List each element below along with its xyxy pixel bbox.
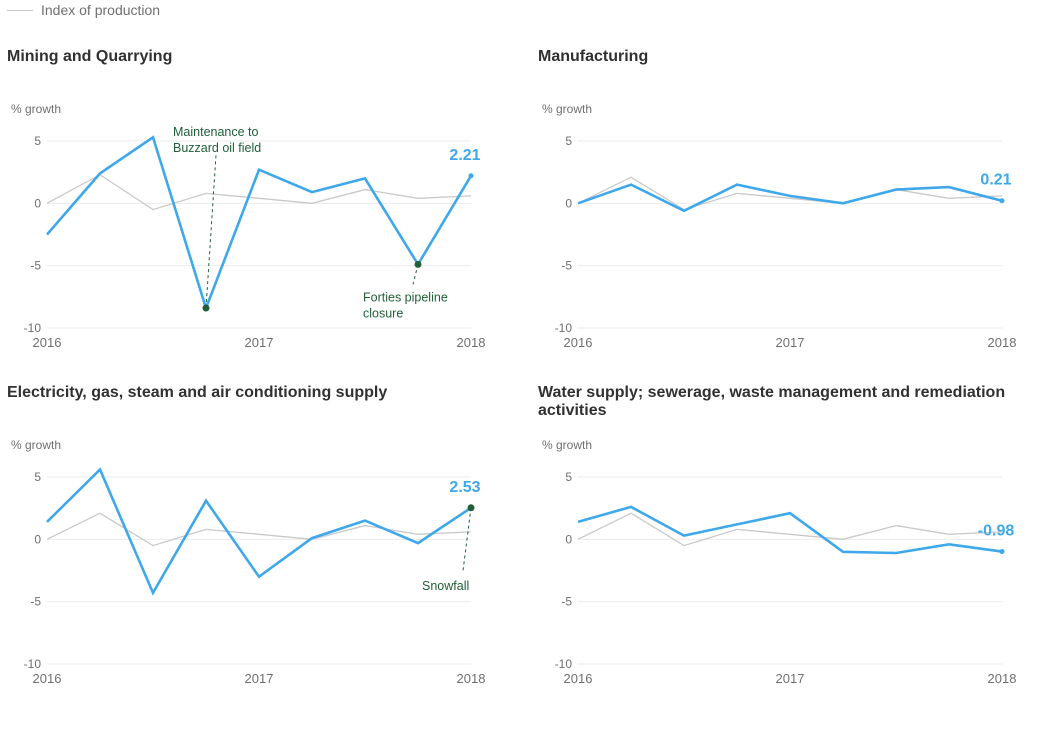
x-tick-label: 2018 bbox=[457, 335, 486, 350]
x-tick-label: 2016 bbox=[33, 671, 62, 686]
x-tick-label: 2017 bbox=[245, 335, 274, 350]
last-value-label: 2.21 bbox=[449, 147, 480, 164]
annotation-text: Snowfall bbox=[422, 579, 469, 593]
annotation-text: Forties pipeline bbox=[363, 290, 448, 304]
y-tick-label: -10 bbox=[24, 657, 42, 671]
x-tick-label: 2016 bbox=[564, 671, 593, 686]
y-tick-label: 0 bbox=[34, 532, 41, 546]
index-legend-swatch bbox=[7, 9, 33, 11]
y-tick-label: 0 bbox=[565, 196, 572, 210]
chart-title: Electricity, gas, steam and air conditio… bbox=[7, 384, 388, 401]
legend: Index of production bbox=[7, 2, 160, 18]
y-tick-label: 0 bbox=[34, 196, 41, 210]
annotation-point-marker bbox=[467, 504, 475, 512]
annotation-point-marker bbox=[414, 260, 422, 268]
chart-panel-water: Water supply; sewerage, waste management… bbox=[538, 384, 1045, 734]
x-tick-label: 2016 bbox=[564, 335, 593, 350]
y-tick-label: 5 bbox=[34, 470, 41, 484]
chart-title: Manufacturing bbox=[538, 48, 649, 65]
chart-title: Mining and Quarrying bbox=[7, 48, 173, 65]
end-point-marker bbox=[999, 198, 1005, 204]
y-tick-label: -5 bbox=[561, 259, 572, 273]
index-series-line bbox=[577, 176, 1003, 211]
x-tick-label: 2016 bbox=[33, 335, 62, 350]
annotation-text: closure bbox=[363, 306, 403, 320]
end-point-marker bbox=[468, 173, 474, 179]
chart-panel-manufacturing: Manufacturing % growth 5 0 -5 -10 2016 2017 201… bbox=[538, 48, 1045, 398]
y-tick-label: -10 bbox=[555, 657, 573, 671]
y-axis-label: % growth bbox=[11, 102, 61, 116]
y-tick-label: -10 bbox=[24, 321, 42, 335]
last-value-label: 2.53 bbox=[449, 479, 480, 496]
index-series-line bbox=[46, 512, 472, 547]
y-tick-label: 5 bbox=[34, 134, 41, 148]
index-series-line bbox=[46, 173, 472, 211]
y-tick-label: -5 bbox=[30, 259, 41, 273]
annotation-leader-line bbox=[205, 154, 217, 309]
main-series-line bbox=[577, 505, 1003, 555]
annotation-text: Maintenance to bbox=[173, 125, 259, 139]
y-tick-label: -10 bbox=[555, 321, 573, 335]
x-tick-label: 2018 bbox=[988, 335, 1017, 350]
x-tick-label: 2017 bbox=[776, 335, 805, 350]
chart-panel-mining: Mining and Quarrying % growth 5 0 -5 -10 2016… bbox=[7, 48, 522, 398]
y-axis-label: % growth bbox=[11, 438, 61, 452]
end-point-marker bbox=[999, 549, 1005, 555]
y-tick-label: -5 bbox=[561, 595, 572, 609]
x-tick-label: 2018 bbox=[988, 671, 1017, 686]
y-tick-label: 0 bbox=[565, 532, 572, 546]
x-tick-label: 2017 bbox=[776, 671, 805, 686]
annotation-text: Buzzard oil field bbox=[173, 141, 261, 155]
y-axis-label: % growth bbox=[542, 102, 592, 116]
x-tick-label: 2018 bbox=[457, 671, 486, 686]
main-series-line bbox=[46, 135, 473, 313]
annotation-leader-line bbox=[462, 507, 472, 571]
chart-panel-electricity: Electricity, gas, steam and air conditio… bbox=[7, 384, 522, 734]
index-series-line bbox=[577, 512, 1003, 547]
main-series-line bbox=[577, 183, 1003, 213]
index-legend-label: Index of production bbox=[41, 2, 161, 18]
annotation-point-marker bbox=[202, 304, 210, 312]
chart-title: Water supply; sewerage, waste management… bbox=[538, 384, 1006, 419]
last-value-label: -0.98 bbox=[978, 523, 1015, 540]
y-tick-label: -5 bbox=[30, 595, 41, 609]
y-tick-label: 5 bbox=[565, 134, 572, 148]
y-tick-label: 5 bbox=[565, 470, 572, 484]
y-axis-label: % growth bbox=[542, 438, 592, 452]
main-series-line bbox=[46, 467, 472, 596]
last-value-label: 0.21 bbox=[980, 172, 1011, 189]
x-tick-label: 2017 bbox=[245, 671, 274, 686]
